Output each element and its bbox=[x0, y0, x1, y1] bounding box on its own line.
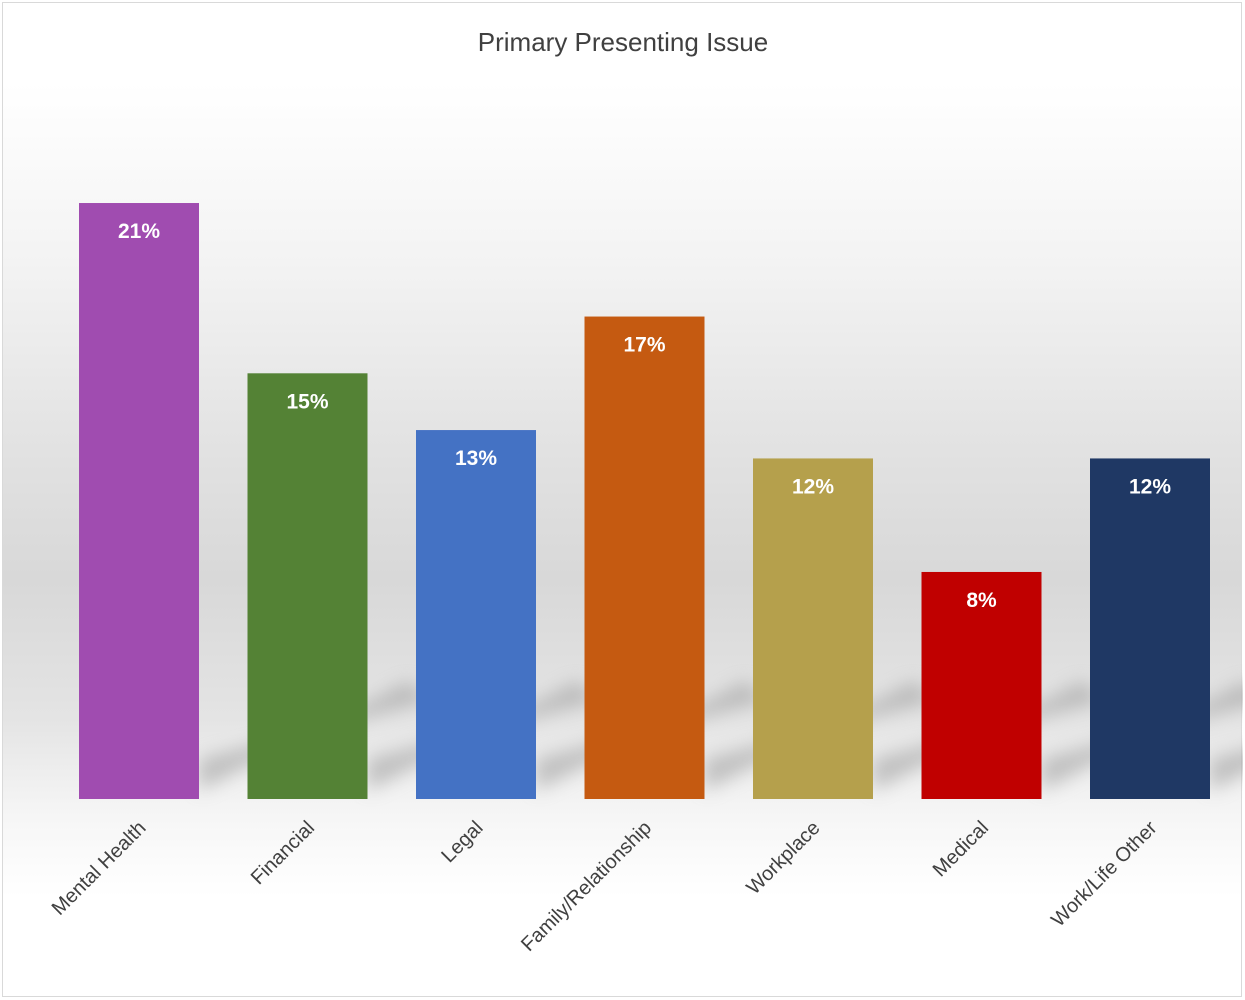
data-label-family-relationship: 17% bbox=[623, 334, 665, 357]
bars-group bbox=[79, 203, 1210, 799]
bar-family-relationship bbox=[584, 316, 705, 799]
category-labels-group: Mental Health Financial Legal Family/Relati… bbox=[48, 817, 1162, 956]
bar-legal bbox=[416, 430, 536, 799]
data-labels-group: 21% 15% 13% 17% 12% 8% 12% bbox=[118, 220, 1171, 612]
category-label-legal: Legal bbox=[437, 817, 487, 867]
data-label-work-life-other: 12% bbox=[1129, 475, 1171, 498]
bar-shadow-financial bbox=[367, 681, 598, 791]
category-label-workplace: Workplace bbox=[742, 817, 824, 899]
bar-shadow-legal bbox=[536, 681, 766, 791]
data-label-financial: 15% bbox=[286, 390, 328, 413]
bar-work-life-other bbox=[1090, 458, 1210, 799]
bar-medical bbox=[921, 571, 1042, 799]
bar-shadow-mental-health bbox=[199, 681, 429, 791]
category-label-financial: Financial bbox=[247, 817, 319, 889]
category-label-medical: Medical bbox=[929, 817, 993, 881]
bar-shadow-workplace bbox=[873, 681, 1103, 791]
bar-shadow-family-relationship bbox=[704, 681, 935, 791]
chart-title: Primary Presenting Issue bbox=[477, 27, 769, 57]
data-label-legal: 13% bbox=[455, 447, 497, 470]
category-label-mental-health: Mental Health bbox=[48, 817, 151, 920]
data-label-medical: 8% bbox=[966, 589, 997, 612]
bar-financial bbox=[247, 373, 368, 799]
bar-shadow-work-life-other bbox=[1210, 750, 1243, 791]
category-label-family-relationship: Family/Relationship bbox=[517, 817, 656, 956]
bar-mental-health bbox=[79, 203, 199, 799]
bar-workplace bbox=[753, 458, 873, 799]
data-label-mental-health: 21% bbox=[118, 220, 160, 243]
bar-chart-plot: 21% 15% 13% 17% 12% 8% 12% Mental Health Financ… bbox=[48, 203, 1243, 956]
data-label-workplace: 12% bbox=[792, 475, 834, 498]
category-label-work-life-other: Work/Life Other bbox=[1047, 817, 1162, 932]
